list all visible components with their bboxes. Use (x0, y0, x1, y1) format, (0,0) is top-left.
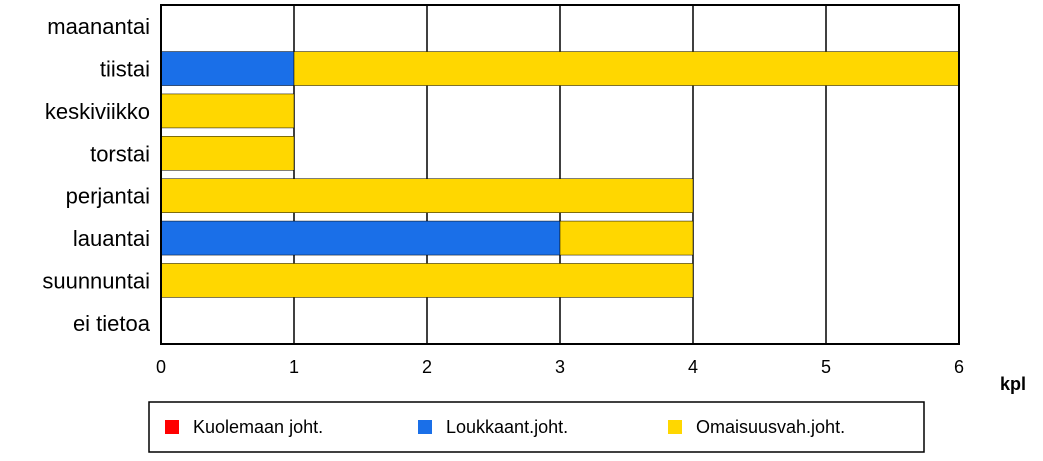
x-tick-label: 3 (555, 357, 565, 377)
bar-segment (160, 136, 295, 171)
category-label: tiistai (100, 57, 150, 82)
x-tick-label: 1 (289, 357, 299, 377)
bar-segment (293, 51, 960, 86)
legend-swatch (668, 420, 682, 434)
bar-segment (160, 220, 561, 256)
legend-items: Kuolemaan joht. Loukkaant.joht. Omaisuusva… (165, 417, 845, 437)
category-label: torstai (90, 141, 150, 166)
category-label: suunnuntai (42, 268, 150, 293)
category-label: ei tietoa (73, 311, 151, 336)
category-label: lauantai (73, 226, 150, 251)
bar-segment (559, 220, 694, 256)
bars (160, 51, 960, 298)
x-tick-label: 4 (688, 357, 698, 377)
legend-label: Omaisuusvah.joht. (696, 417, 845, 437)
x-axis-label: kpl (1000, 374, 1026, 394)
category-labels: maanantai tiistai keskiviikko torstai perjan… (42, 14, 150, 336)
x-tick-label: 2 (422, 357, 432, 377)
category-label: perjantai (66, 184, 150, 209)
legend-swatch (165, 420, 179, 434)
legend-box (148, 401, 925, 453)
x-tick-labels: 0 1 2 3 4 5 6 (156, 357, 964, 377)
bar-segment (160, 178, 694, 213)
bar-segment (160, 93, 295, 129)
legend-label: Kuolemaan joht. (193, 417, 323, 437)
x-tick-label: 0 (156, 357, 166, 377)
legend-label: Loukkaant.joht. (446, 417, 568, 437)
bar-segment (160, 263, 694, 298)
legend-swatch (418, 420, 432, 434)
x-tick-label: 5 (821, 357, 831, 377)
legend: Kuolemaan joht. Loukkaant.joht. Omaisuusva… (148, 401, 925, 453)
plot-border (160, 4, 960, 345)
bar-segment (160, 51, 295, 86)
x-tick-label: 6 (954, 357, 964, 377)
category-label: keskiviikko (45, 99, 150, 124)
category-label: maanantai (47, 14, 150, 39)
